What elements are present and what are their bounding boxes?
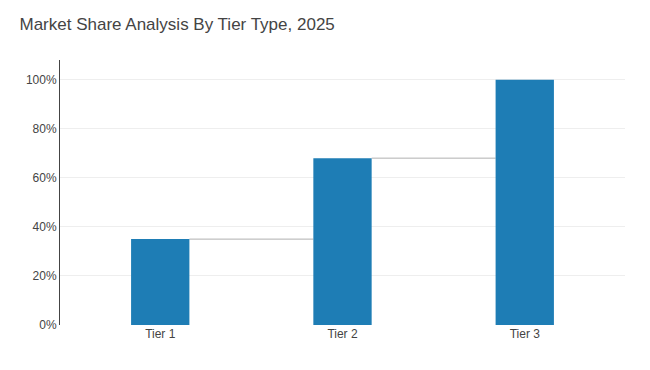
svg-text:80%: 80% <box>33 122 57 136</box>
svg-text:40%: 40% <box>33 220 57 234</box>
svg-text:60%: 60% <box>33 171 57 185</box>
svg-text:0%: 0% <box>39 318 57 332</box>
svg-text:Tier 1: Tier 1 <box>145 327 176 341</box>
svg-text:Market Share Analysis By Tier: Market Share Analysis By Tier Type, 2025 <box>20 15 335 34</box>
svg-text:Tier 2: Tier 2 <box>327 327 358 341</box>
svg-text:Tier 3: Tier 3 <box>510 327 541 341</box>
svg-text:100%: 100% <box>26 73 57 87</box>
svg-text:20%: 20% <box>33 269 57 283</box>
